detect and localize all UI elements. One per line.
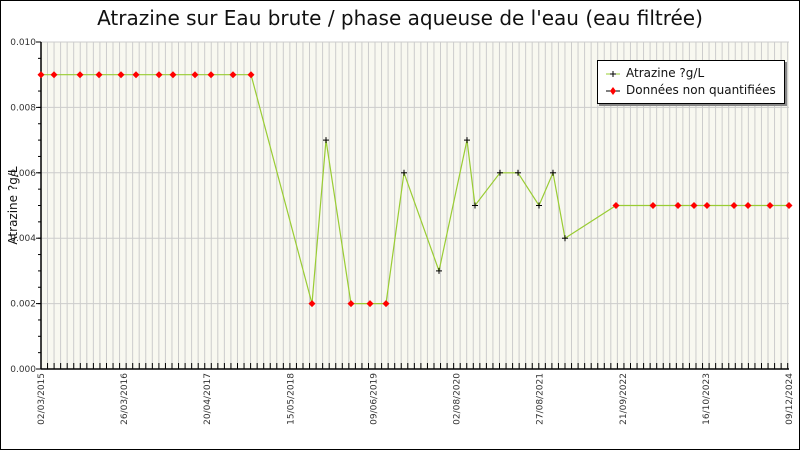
chart-legend: Atrazine ?g/L Données non quantifiées bbox=[597, 60, 785, 104]
x-tick-label: 09/06/2019 bbox=[369, 373, 379, 425]
y-tick-label: 0.002 bbox=[10, 300, 36, 310]
non-quantified-point bbox=[766, 202, 774, 209]
non-quantified-point bbox=[191, 71, 199, 79]
non-quantified-point bbox=[703, 202, 711, 209]
non-quantified-point bbox=[730, 202, 738, 209]
non-quantified-point bbox=[785, 202, 793, 209]
non-quantified-point bbox=[347, 300, 355, 308]
non-quantified-point bbox=[612, 202, 620, 209]
non-quantified-point bbox=[247, 71, 255, 79]
non-quantified-point bbox=[382, 300, 390, 308]
non-quantified-point bbox=[169, 71, 177, 79]
legend-label: Atrazine ?g/L bbox=[626, 66, 705, 80]
x-tick-label: 21/09/2022 bbox=[619, 373, 629, 425]
non-quantified-point bbox=[117, 71, 125, 79]
x-tick-label: 16/10/2023 bbox=[702, 373, 712, 425]
y-tick-label: 0.006 bbox=[10, 169, 36, 179]
non-quantified-point bbox=[37, 71, 45, 79]
non-quantified-point bbox=[207, 71, 215, 79]
legend-item-atrazine: Atrazine ?g/L bbox=[606, 65, 704, 81]
non-quantified-point bbox=[649, 202, 657, 209]
non-quantified-point bbox=[50, 71, 58, 79]
x-tick-label: 02/03/2015 bbox=[37, 373, 47, 425]
non-quantified-point bbox=[308, 300, 316, 308]
non-quantified-point bbox=[690, 202, 698, 209]
non-quantified-point bbox=[674, 202, 682, 209]
non-quantified-point bbox=[132, 71, 140, 79]
x-tick-label: 27/08/2021 bbox=[536, 373, 546, 425]
legend-label: Données non quantifiées bbox=[626, 83, 776, 97]
x-tick-label: 26/03/2016 bbox=[120, 373, 130, 425]
non-quantified-point bbox=[744, 202, 752, 209]
x-tick-label: 09/12/2024 bbox=[785, 373, 795, 425]
y-tick-label: 0.010 bbox=[10, 38, 36, 48]
non-quantified-point bbox=[76, 71, 84, 79]
non-quantified-point bbox=[366, 300, 374, 308]
chart-title: Atrazine sur Eau brute / phase aqueuse d… bbox=[97, 6, 703, 30]
legend-item-non-quantified: Données non quantifiées bbox=[606, 82, 776, 98]
black-plus-marker-icon bbox=[606, 66, 620, 82]
y-tick-label: 0.004 bbox=[10, 234, 36, 244]
red-diamond-marker-icon bbox=[606, 83, 620, 99]
x-tick-label: 02/08/2020 bbox=[453, 373, 463, 425]
non-quantified-point bbox=[95, 71, 103, 79]
y-tick-label: 0.008 bbox=[10, 103, 36, 113]
y-axis-label: Atrazine ?g/L bbox=[6, 166, 20, 244]
y-tick-label: 0.000 bbox=[10, 365, 36, 375]
non-quantified-point bbox=[155, 71, 163, 79]
x-tick-label: 15/05/2018 bbox=[286, 373, 296, 425]
x-tick-label: 20/04/2017 bbox=[203, 373, 213, 425]
non-quantified-point bbox=[229, 71, 237, 79]
